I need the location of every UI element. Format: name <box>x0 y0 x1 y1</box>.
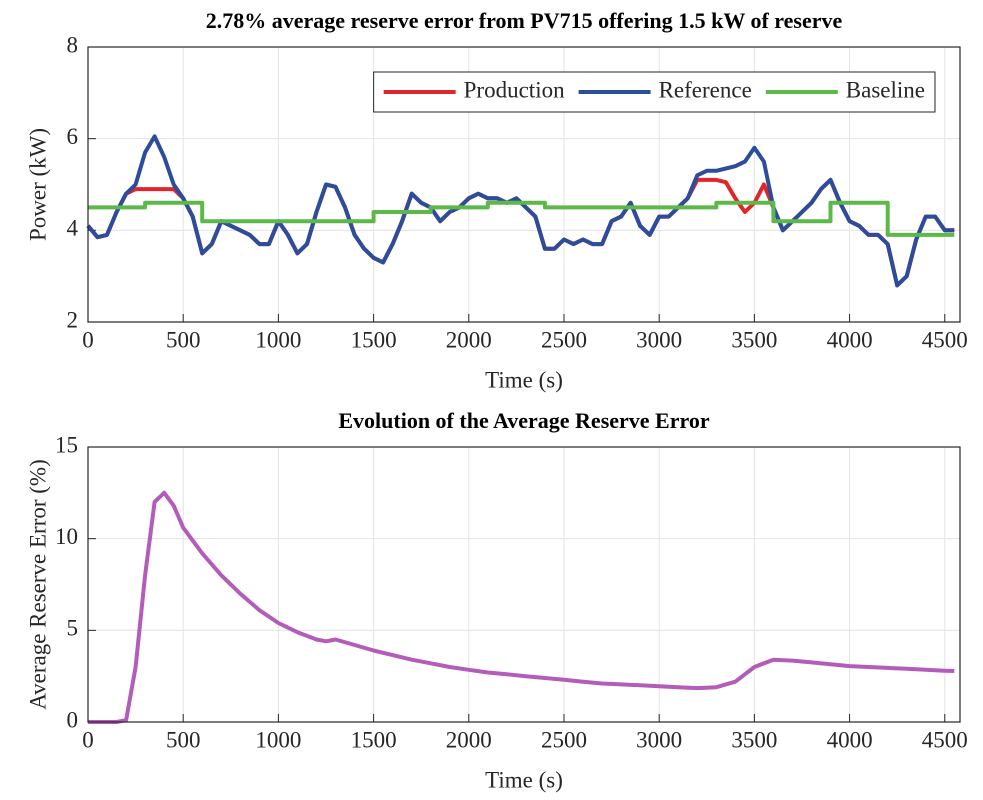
series-line <box>88 490 955 724</box>
y-tick-label: 8 <box>67 32 79 57</box>
x-tick-label: 2000 <box>446 727 492 752</box>
chart-title: 2.78% average reserve error from PV715 o… <box>206 8 843 33</box>
x-tick-label: 3500 <box>731 327 777 352</box>
legend: Production Reference Baseline <box>373 71 936 113</box>
x-tick-label: 2500 <box>541 727 587 752</box>
x-tick-label: 3000 <box>636 327 682 352</box>
x-tick-label: 0 <box>82 727 94 752</box>
legend-box <box>373 71 936 113</box>
x-tick-label: 4000 <box>827 727 873 752</box>
y-tick-label: 15 <box>55 432 78 457</box>
x-tick-label: 3500 <box>731 727 777 752</box>
x-tick-label: 0 <box>82 327 94 352</box>
x-tick-label: 2500 <box>541 327 587 352</box>
axes-box <box>87 46 961 323</box>
series-line <box>88 200 955 237</box>
y-tick-label: 5 <box>67 616 79 641</box>
x-axis-label: Time (s) <box>485 767 563 792</box>
y-tick-label: 4 <box>67 216 79 241</box>
y-tick-label: 2 <box>67 307 79 332</box>
y-axis-label: Power (kW) <box>25 128 50 241</box>
chart-title: Evolution of the Average Reserve Error <box>338 408 709 433</box>
legend-label: Reference <box>659 77 752 102</box>
y-tick-label: 0 <box>67 707 79 732</box>
x-tick-label: 4500 <box>922 327 968 352</box>
x-tick-label: 500 <box>166 727 201 752</box>
x-axis-label: Time (s) <box>485 367 563 392</box>
axes-box <box>87 446 961 723</box>
plot-area <box>88 447 960 722</box>
y-tick-label: 6 <box>67 124 79 149</box>
x-tick-label: 2000 <box>446 327 492 352</box>
x-tick-label: 1500 <box>351 727 397 752</box>
x-tick-label: 1000 <box>255 327 301 352</box>
y-axis-label: Average Reserve Error (%) <box>25 459 50 710</box>
x-tick-label: 1000 <box>255 727 301 752</box>
x-tick-label: 3000 <box>636 727 682 752</box>
y-tick-label: 10 <box>55 524 78 549</box>
legend-label: Production <box>464 77 565 102</box>
x-tick-label: 500 <box>166 327 201 352</box>
legend-label: Baseline <box>846 77 925 102</box>
x-tick-label: 1500 <box>351 327 397 352</box>
x-tick-label: 4000 <box>827 327 873 352</box>
x-tick-label: 4500 <box>922 727 968 752</box>
